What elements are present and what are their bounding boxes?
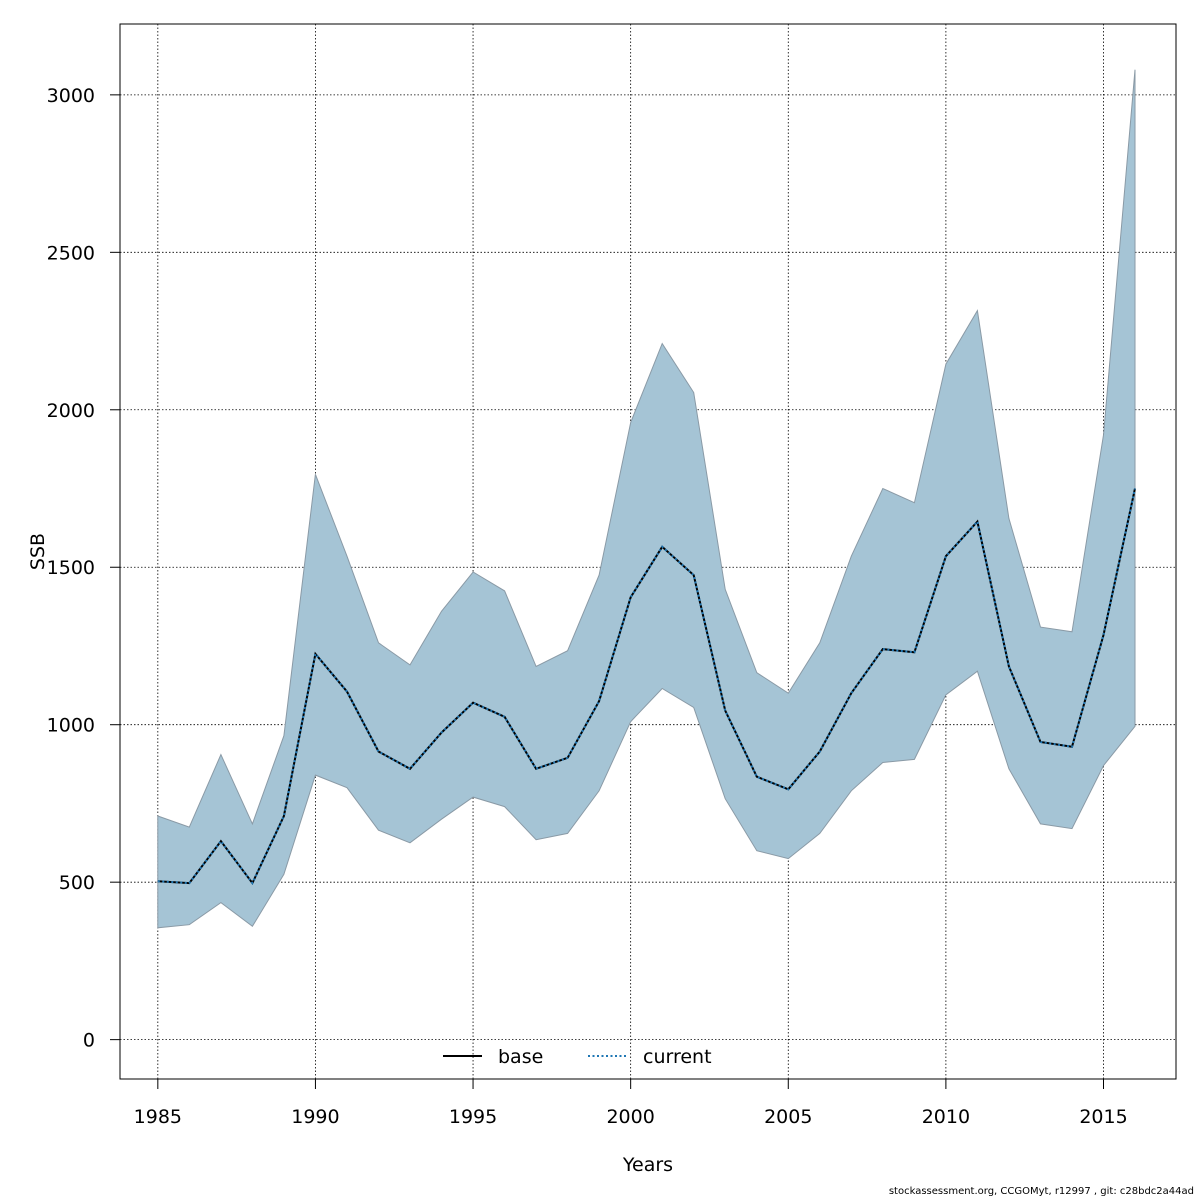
y-tick-label-500: 500 xyxy=(59,872,95,894)
confidence-band xyxy=(157,69,1136,929)
x-tick-label-1985: 1985 xyxy=(134,1106,182,1128)
legend-label-current: current xyxy=(643,1046,712,1068)
x-tick-label-2015: 2015 xyxy=(1079,1106,1127,1128)
legend: base current xyxy=(443,1046,712,1068)
x-axis-title: Years xyxy=(622,1154,673,1176)
y-tick-label-2500: 2500 xyxy=(47,242,95,264)
x-tick-label-2010: 2010 xyxy=(922,1106,970,1128)
y-tick-label-2000: 2000 xyxy=(47,400,95,422)
y-tick-label-3000: 3000 xyxy=(47,85,95,107)
y-tick-label-1500: 1500 xyxy=(47,557,95,579)
x-axis: 1985 1990 1995 2000 2005 2010 2015 xyxy=(134,1078,1128,1128)
footer-credit: stockassessment.org, CCGOMyt, r12997 , g… xyxy=(888,1186,1194,1197)
x-tick-label-1990: 1990 xyxy=(291,1106,339,1128)
x-tick-label-2000: 2000 xyxy=(606,1106,654,1128)
x-tick-label-1995: 1995 xyxy=(449,1106,497,1128)
y-axis-title: SSB xyxy=(27,533,49,570)
x-tick-label-2005: 2005 xyxy=(764,1106,812,1128)
legend-label-base: base xyxy=(498,1046,543,1068)
y-tick-label-1000: 1000 xyxy=(47,715,95,737)
y-axis: 0 500 1000 1500 2000 2500 3000 xyxy=(47,85,121,1052)
y-tick-label-0: 0 xyxy=(83,1030,95,1052)
series-line-current xyxy=(157,488,1136,886)
